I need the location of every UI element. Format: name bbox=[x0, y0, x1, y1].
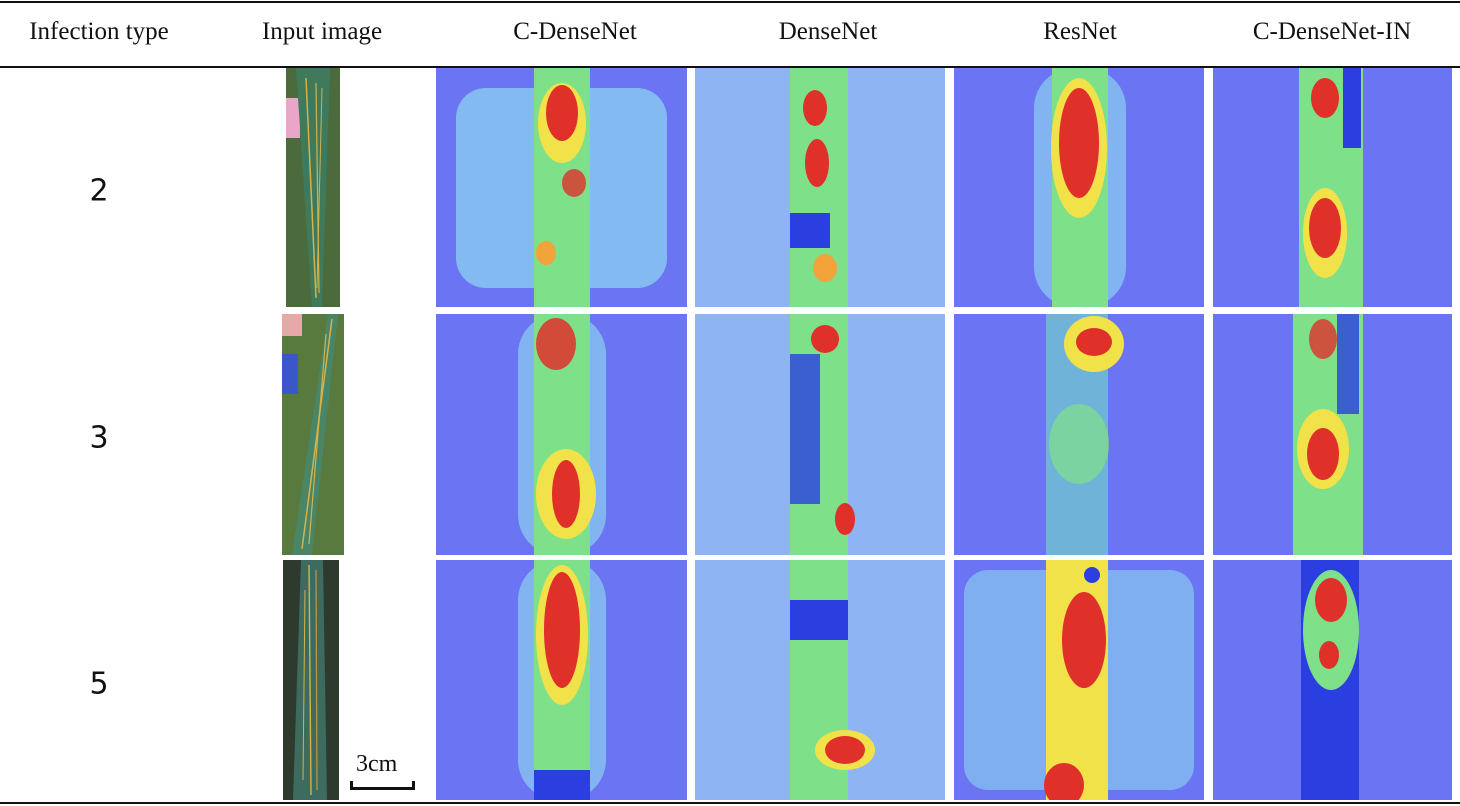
input-leaf-image-row-5 bbox=[283, 560, 339, 800]
heatmap-densenet-row-3 bbox=[695, 314, 945, 555]
heatmap-resnet-row-2 bbox=[954, 68, 1204, 307]
header-c-densenet: C-DenseNet bbox=[513, 18, 637, 45]
bottom-rule bbox=[0, 802, 1460, 804]
heatmap-c-densenet-row-5 bbox=[436, 560, 687, 800]
input-leaf-image-row-3 bbox=[282, 314, 344, 555]
heatmap-c-densenet-in-row-3 bbox=[1213, 314, 1452, 555]
heatmap-densenet-row-2 bbox=[695, 68, 945, 307]
row-label-5: 5 bbox=[89, 666, 109, 702]
heatmap-c-densenet-row-2 bbox=[436, 68, 687, 307]
header-resnet: ResNet bbox=[1043, 18, 1117, 45]
row-label-3: 3 bbox=[89, 420, 109, 456]
heatmap-c-densenet-row-3 bbox=[436, 314, 687, 555]
header-infection-type: Infection type bbox=[29, 18, 169, 45]
top-rule bbox=[0, 1, 1460, 3]
header-c-densenet-in: C-DenseNet-IN bbox=[1252, 18, 1412, 45]
heatmap-densenet-row-5 bbox=[695, 560, 945, 800]
scale-bar bbox=[350, 781, 415, 790]
scale-bar-label: 3cm bbox=[356, 751, 398, 777]
heatmap-resnet-row-5 bbox=[954, 560, 1204, 800]
header-input-image: Input image bbox=[261, 18, 383, 45]
header-densenet: DenseNet bbox=[778, 18, 878, 45]
header-rule bbox=[0, 66, 1460, 68]
heatmap-c-densenet-in-row-2 bbox=[1213, 68, 1452, 307]
row-label-2: 2 bbox=[89, 173, 109, 209]
input-leaf-image-row-2 bbox=[286, 68, 340, 307]
heatmap-c-densenet-in-row-5 bbox=[1213, 560, 1452, 800]
heatmap-resnet-row-3 bbox=[954, 314, 1204, 555]
